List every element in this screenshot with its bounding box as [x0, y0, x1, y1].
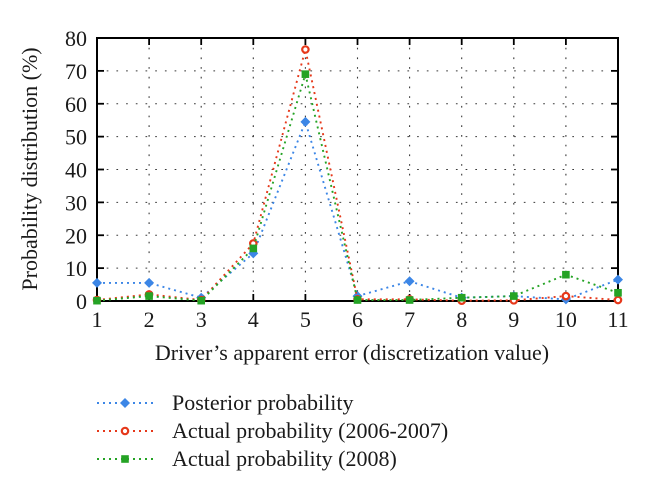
series-actual-probability-2008: [93, 70, 622, 305]
x-axis-title: Driver’s apparent error (discretization …: [154, 340, 550, 365]
y-tick-label: 60: [65, 92, 87, 117]
x-tick-label: 1: [92, 307, 103, 332]
legend-item-actual-probability-2008: Actual probability (2008): [95, 445, 448, 473]
y-tick-label: 80: [65, 26, 87, 51]
y-axis-title: Probability distribution (%): [17, 47, 42, 291]
chart-legend: Posterior probability Actual probability …: [95, 389, 448, 473]
x-tick-label: 9: [508, 307, 519, 332]
legend-label: Posterior probability: [172, 390, 354, 415]
legend-label: Actual probability (2006-2007): [172, 418, 449, 443]
x-tick-label: 5: [300, 307, 311, 332]
x-tick-label: 7: [404, 307, 415, 332]
legend-marker-diamond-icon: [97, 398, 153, 408]
y-tick-label: 50: [65, 125, 87, 150]
y-tick-label: 70: [65, 59, 87, 84]
gridlines: [96, 37, 619, 302]
x-tick-label: 8: [456, 307, 467, 332]
x-tick-label: 3: [196, 307, 207, 332]
y-tick-label: 40: [65, 158, 87, 183]
legend-item-posterior-probability: Posterior probability: [95, 389, 448, 417]
x-tick-label: 2: [144, 307, 155, 332]
x-tick-label: 10: [555, 307, 577, 332]
y-tick-label: 10: [65, 256, 87, 281]
y-tick-label: 20: [65, 223, 87, 248]
legend-item-actual-probability-2006-2007: Actual probability (2006-2007): [95, 417, 448, 445]
legend-marker-square-icon: [97, 455, 153, 463]
legend-label: Actual probability (2008): [172, 446, 397, 471]
y-tick-label: 0: [76, 289, 87, 314]
x-tick-label: 4: [248, 307, 259, 332]
x-tick-label: 6: [352, 307, 363, 332]
tick-labels: 1 2 3 4 5 6 7 8 9 10 11 0 10 20 30 40 50 60 70 80: [65, 26, 629, 332]
x-tick-label: 11: [607, 307, 628, 332]
y-tick-label: 30: [65, 190, 87, 215]
legend-marker-circle-open-icon: [97, 426, 153, 436]
